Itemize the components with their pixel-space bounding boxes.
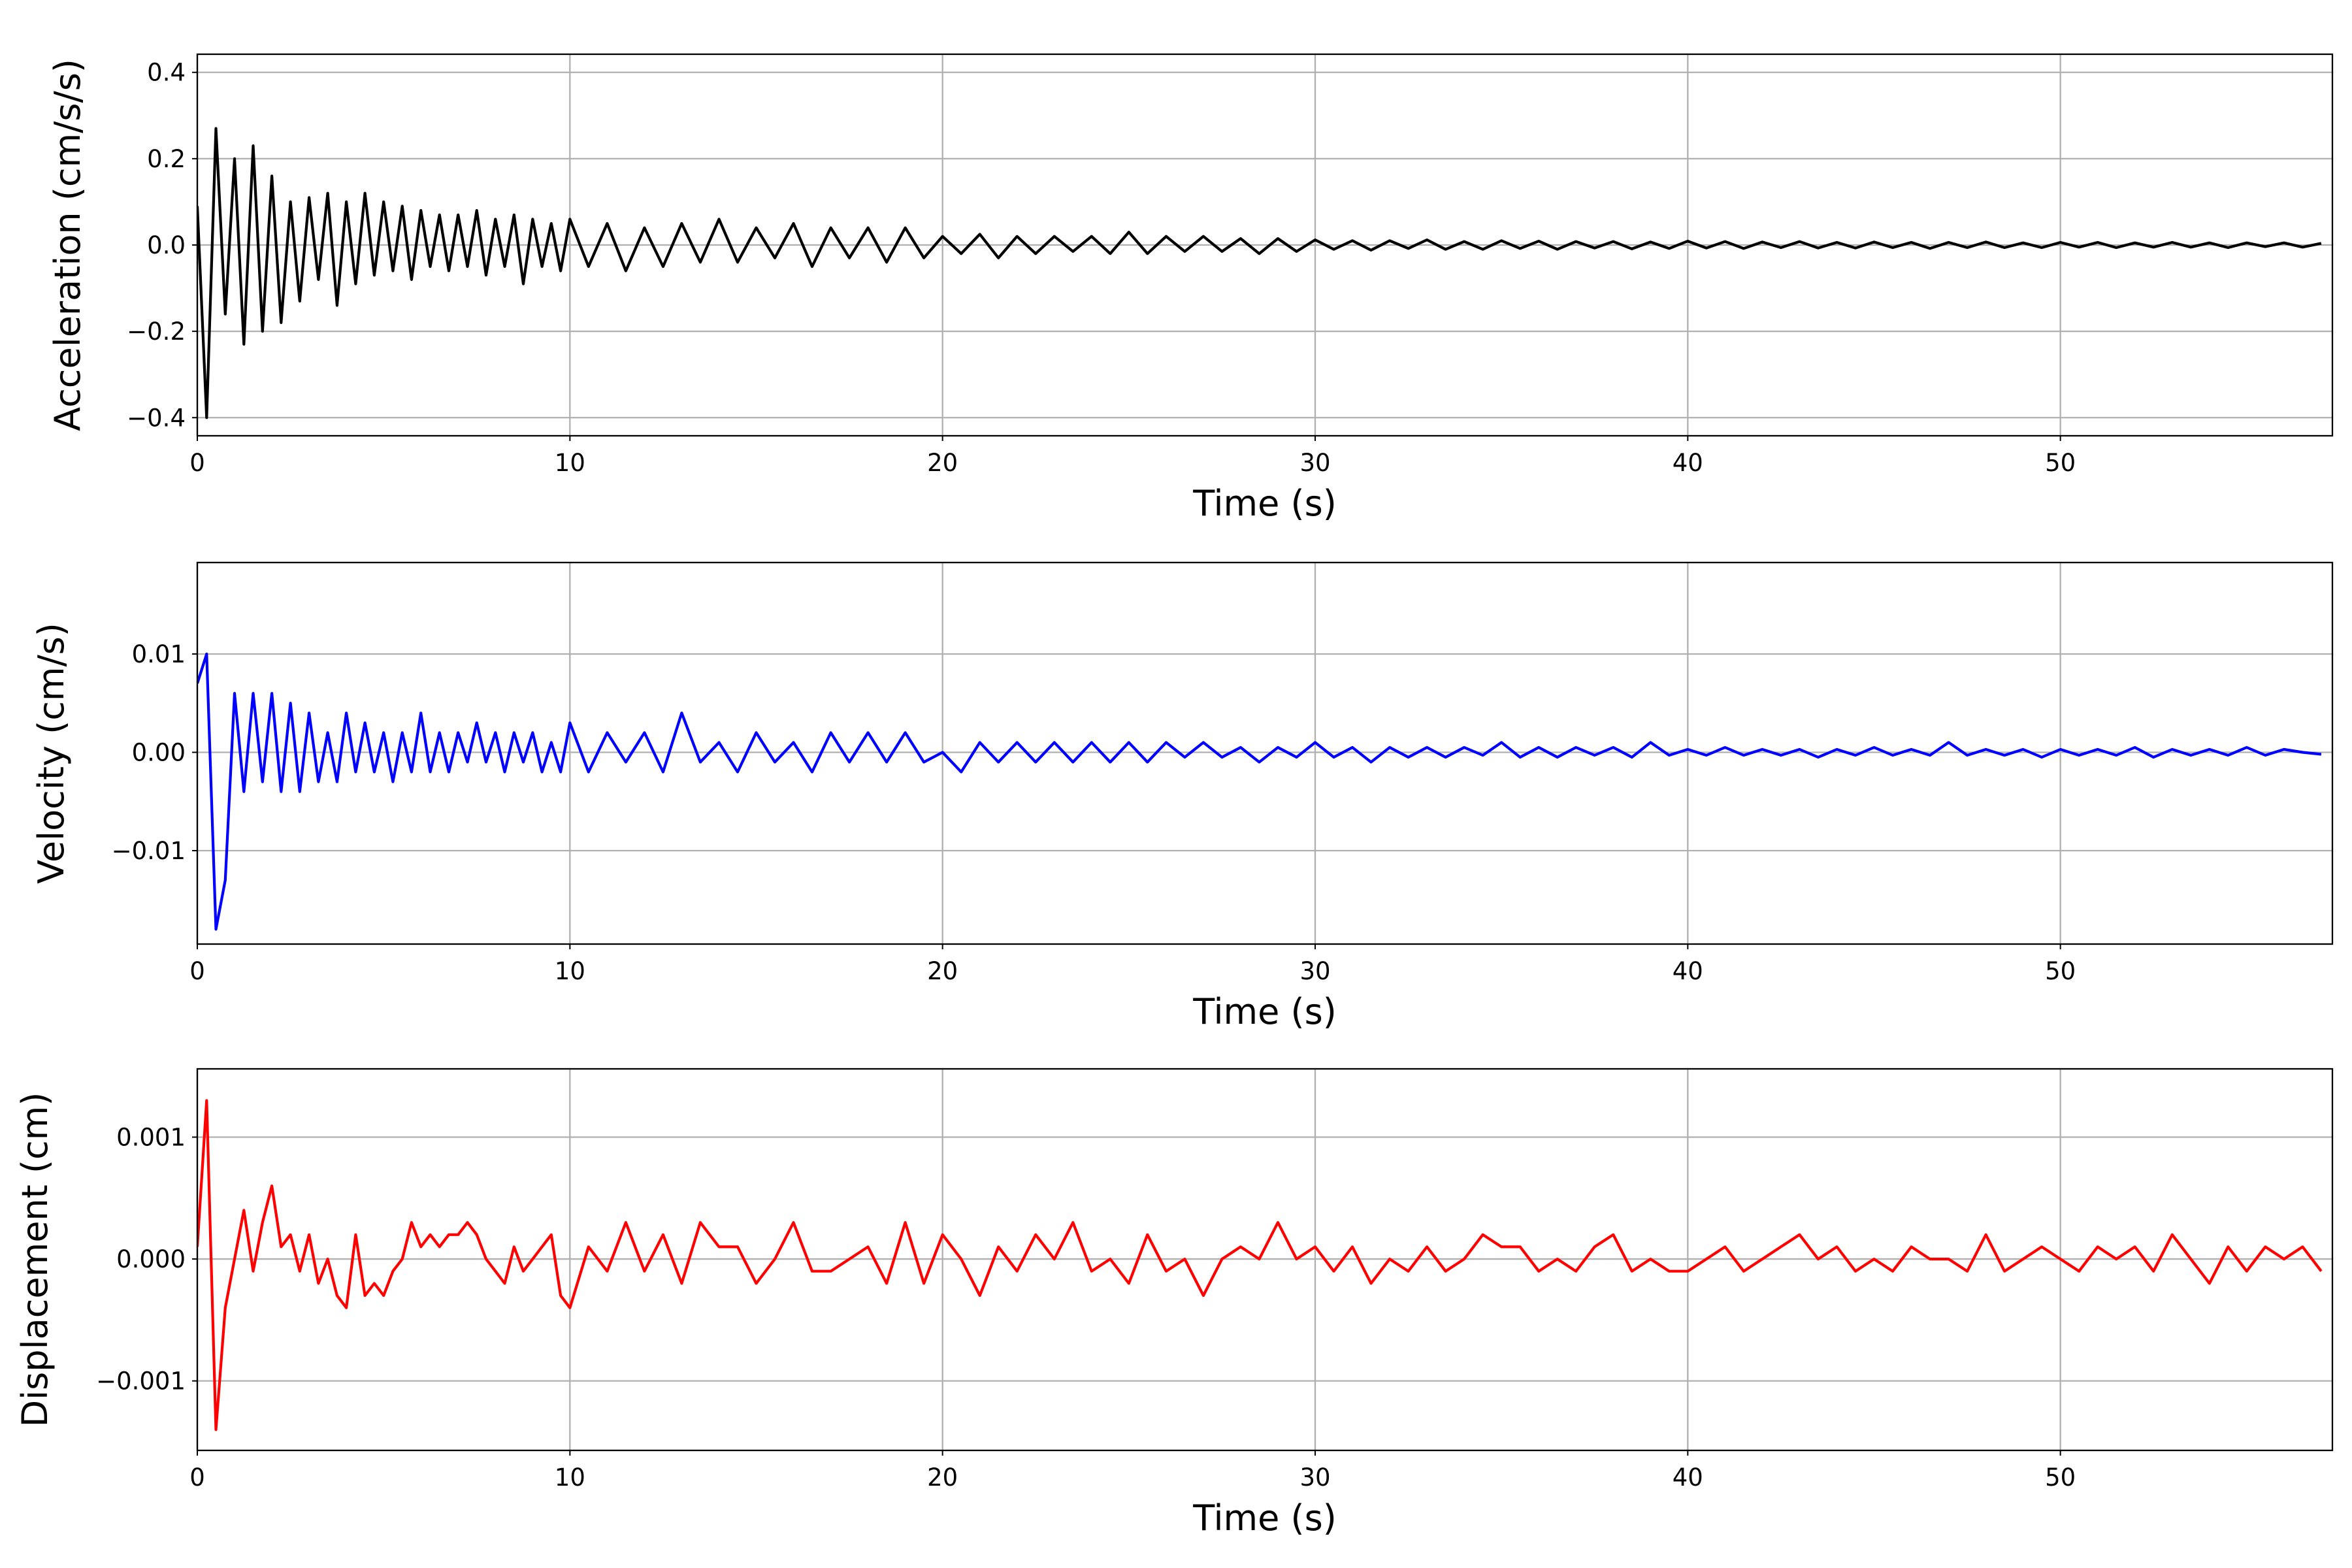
x-tick-label: 40 [1673, 957, 1703, 985]
y-axis-label: Velocity (cm/s) [31, 623, 72, 884]
x-axis-label: Time (s) [1192, 991, 1337, 1032]
displacement-series-line [197, 1099, 2323, 1431]
x-tick-label: 50 [2045, 449, 2076, 477]
y-tick-label: −0.2 [127, 318, 186, 346]
velocity-chart: 0 10 20 30 40 50 −0.01 0.00 0.01 Time (s) Velocity… [31, 561, 2334, 1032]
displacement-chart: 0 10 20 30 40 50 −0.001 0.000 0.001 Time (s) Displ… [14, 1068, 2334, 1539]
x-tick-label: 40 [1673, 1463, 1703, 1492]
axes-frame [196, 561, 2334, 945]
y-tick-label: 0.0 [147, 231, 186, 259]
y-tick-label: 0.01 [132, 640, 186, 668]
acceleration-chart: 0 10 20 30 40 50 −0.4 −0.2 0.0 0.2 0.4 Time (s) Acce… [47, 53, 2334, 524]
x-tick-label: 40 [1673, 449, 1703, 477]
velocity-series-line [197, 652, 2322, 931]
x-tick-label: 30 [1299, 957, 1330, 985]
y-tick-label: 0.000 [116, 1245, 186, 1273]
x-tick-label: 20 [927, 957, 958, 985]
x-tick-label: 50 [2045, 1463, 2076, 1492]
x-axis-label: Time (s) [1192, 1497, 1337, 1539]
x-tick-label: 0 [189, 449, 205, 477]
x-tick-label: 30 [1299, 449, 1330, 477]
acceleration-series-line [197, 127, 2322, 419]
y-tick-label: 0.2 [147, 145, 186, 173]
x-tick-label: 20 [927, 449, 958, 477]
y-tick-label: 0.001 [116, 1123, 186, 1151]
x-tick-label: 0 [189, 957, 205, 985]
y-axis-label: Acceleration (cm/s/s) [47, 59, 88, 431]
x-tick-label: 0 [189, 1463, 205, 1492]
y-axis-label: Displacement (cm) [14, 1092, 56, 1428]
axes-frame [196, 53, 2334, 437]
y-tick-label: 0.00 [132, 738, 186, 766]
y-tick-label: −0.4 [127, 404, 186, 432]
x-axis-label: Time (s) [1192, 483, 1337, 524]
y-tick-label: 0.4 [147, 59, 186, 87]
x-tick-label: 20 [927, 1463, 958, 1492]
x-tick-label: 10 [555, 957, 585, 985]
y-tick-label: −0.01 [112, 837, 186, 865]
x-tick-label: 50 [2045, 957, 2076, 985]
axes-frame [196, 1068, 2334, 1452]
x-tick-label: 10 [555, 449, 585, 477]
x-tick-label: 10 [555, 1463, 585, 1492]
y-tick-label: −0.001 [96, 1367, 186, 1396]
x-tick-label: 30 [1299, 1463, 1330, 1492]
